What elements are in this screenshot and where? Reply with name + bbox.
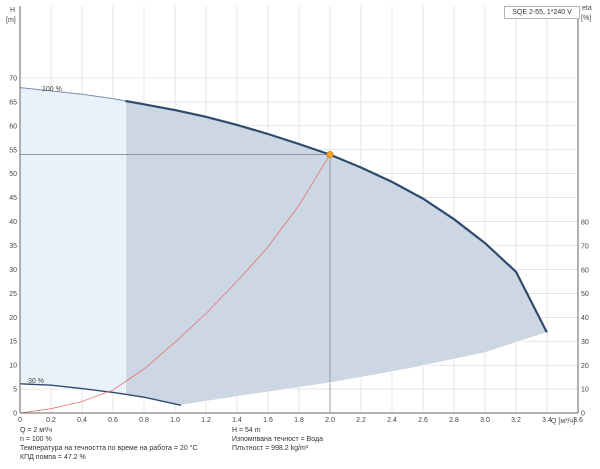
x-tick-label: 0.4 <box>77 417 87 424</box>
x-tick-label: 3.4 <box>542 417 552 424</box>
lower-boundary-line <box>181 332 548 406</box>
left-axis-unit: [m] <box>6 17 16 24</box>
y-tick-label: 35 <box>9 243 17 250</box>
x-tick-label: 1.2 <box>201 417 211 424</box>
y-tick-label: 10 <box>9 363 17 370</box>
info-flow: Q = 2 м³/ч <box>20 427 52 434</box>
x-tick-label: 2.6 <box>418 417 428 424</box>
axis-layer <box>19 6 579 414</box>
eta-tick-label: 60 <box>581 267 589 274</box>
info-speed: n = 100 % <box>20 436 52 443</box>
y-tick-label: 55 <box>9 147 17 154</box>
x-tick-label: 2.4 <box>387 417 397 424</box>
x-tick-label: 3.6 <box>573 417 583 424</box>
info-head: H = 54 m <box>232 427 261 434</box>
eta-tick-label: 50 <box>581 291 589 298</box>
x-tick-label: 3.2 <box>511 417 521 424</box>
system-curve <box>19 154 331 414</box>
duty-point-marker <box>326 151 334 159</box>
info-left: Q = 2 м³/ч n = 100 % Температура на течн… <box>20 426 198 462</box>
right-axis-unit: [%] <box>581 15 591 22</box>
curve-label-30: 30 % <box>28 378 44 385</box>
x-tick-label: 2.8 <box>449 417 459 424</box>
y-tick-label: 0 <box>13 411 17 418</box>
info-liquid: Изпомпвана течност = Вода <box>232 436 324 443</box>
left-axis-title: H <box>10 7 15 14</box>
x-tick-label: 2.2 <box>356 417 366 424</box>
curve-layer <box>19 87 548 414</box>
eta-tick-label: 30 <box>581 339 589 346</box>
right-axis-title: eta <box>582 5 592 12</box>
x-tick-label: 0.8 <box>139 417 149 424</box>
left-band-area <box>20 87 126 395</box>
label-layer: H [m] eta [%] Q [м³/ч] 100 % 30 % <box>6 5 592 425</box>
eta-tick-label: 10 <box>581 387 589 394</box>
pump-label-box: SQE 2-55, 1*240 V <box>504 6 580 19</box>
info-right: H = 54 m Изпомпвана течност = Вода Плътн… <box>232 426 323 453</box>
tick-layer: 0 0.2 0.4 0.6 0.8 1.0 1.2 1.4 1.6 1.8 2.0 2.2 2.4 2.6… <box>9 76 589 425</box>
y-tick-label: 60 <box>9 123 17 130</box>
y-tick-label: 40 <box>9 219 17 226</box>
y-tick-label: 5 <box>13 387 17 394</box>
info-efficiency: КПД помпа = 47.2 % <box>20 454 86 461</box>
y-tick-label: 45 <box>9 195 17 202</box>
pump-label: SQE 2-55, 1*240 V <box>512 9 572 16</box>
eta-tick-label: 0 <box>581 411 585 418</box>
x-tick-label: 1.0 <box>170 417 180 424</box>
eta-tick-label: 70 <box>581 243 589 250</box>
y-tick-label: 15 <box>9 339 17 346</box>
y-tick-label: 70 <box>9 76 17 83</box>
eta-tick-label: 20 <box>581 363 589 370</box>
x-tick-label: 0.6 <box>108 417 118 424</box>
curve-label-100: 100 % <box>42 86 62 93</box>
x-tick-label: 1.6 <box>263 417 273 424</box>
x-tick-label: 2.0 <box>325 417 335 424</box>
y-tick-label: 20 <box>9 315 17 322</box>
area-layer <box>20 87 548 406</box>
x-tick-label: 1.8 <box>294 417 304 424</box>
operating-envelope-area <box>125 101 548 406</box>
x-tick-label: 0 <box>18 417 22 424</box>
y-tick-label: 25 <box>9 291 17 298</box>
y-tick-label: 50 <box>9 171 17 178</box>
y-tick-label: 30 <box>9 267 17 274</box>
info-temperature: Температура на течността по време на раб… <box>20 445 198 452</box>
eta-tick-label: 80 <box>581 220 589 227</box>
x-tick-label: 1.4 <box>232 417 242 424</box>
info-density: Плътност = 998.2 kg/m³ <box>232 445 309 452</box>
x-tick-label: 0.2 <box>46 417 56 424</box>
x-tick-label: 3.0 <box>480 417 490 424</box>
y-tick-label: 65 <box>9 99 17 106</box>
curve-100-left <box>19 87 126 102</box>
x-axis-label: Q [м³/ч] <box>551 418 575 425</box>
curve-30 <box>19 383 182 406</box>
eta-tick-label: 40 <box>581 315 589 322</box>
